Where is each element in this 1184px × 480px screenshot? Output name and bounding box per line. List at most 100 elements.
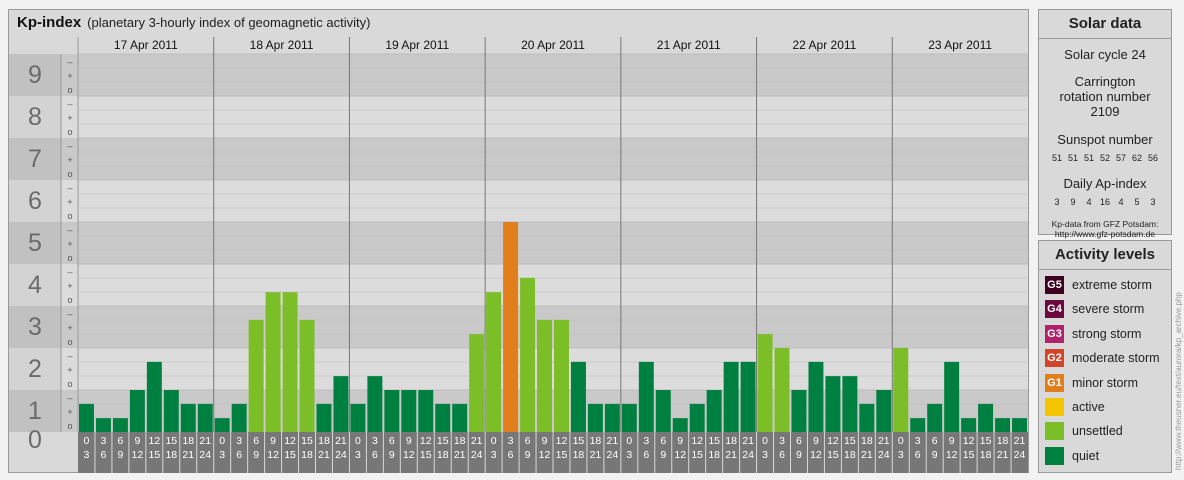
interval-start: 9 [813, 435, 819, 447]
minor-mark: o [67, 211, 72, 221]
interval-start: 21 [471, 435, 483, 447]
y-tick-label: 2 [28, 355, 42, 383]
interval-start: 0 [84, 435, 90, 447]
kp-bar [95, 418, 111, 432]
interval-start: 3 [101, 435, 107, 447]
y-tick-label: 0 [28, 426, 42, 454]
chart-title-bar: Kp-index (planetary 3-hourly index of geo… [9, 10, 1028, 36]
kp-bar [825, 376, 841, 432]
kp-bar [129, 390, 145, 432]
interval-start: 15 [165, 435, 177, 447]
kp-bar [146, 361, 162, 432]
interval-start: 3 [236, 435, 242, 447]
interval-start: 18 [182, 435, 194, 447]
solar-data-panel: Solar data Solar cycle 24 Carrington rot… [1038, 9, 1172, 239]
kp-bar [197, 403, 213, 432]
level-label: unsettled [1072, 424, 1123, 439]
band-0 [9, 390, 1028, 432]
kp-bar [486, 292, 502, 432]
interval-end: 12 [674, 449, 686, 461]
interval-end: 3 [84, 449, 90, 461]
activity-levels-heading: Activity levels [1039, 241, 1171, 270]
kp-bar [537, 319, 552, 432]
source-link[interactable]: http://www.gfz-potsdam.de [1054, 229, 1156, 239]
chart-title: Kp-index [17, 14, 82, 31]
kp-bar [893, 348, 909, 432]
kp-bar [180, 403, 196, 432]
minor-mark: + [67, 239, 72, 249]
interval-start: 15 [980, 435, 992, 447]
level-swatch: G1 [1045, 373, 1064, 392]
interval-start: 6 [117, 435, 123, 447]
day-label: 17 Apr 2011 [114, 38, 178, 52]
interval-end: 12 [946, 449, 958, 461]
interval-start: 12 [691, 435, 703, 447]
interval-end: 18 [708, 449, 720, 461]
kp-chart-panel: Kp-index (planetary 3-hourly index of geo… [8, 9, 1029, 473]
interval-start: 6 [932, 435, 938, 447]
minor-mark: + [67, 197, 72, 207]
day-label: 22 Apr 2011 [793, 38, 857, 52]
interval-end: 24 [1014, 449, 1026, 461]
interval-start: 6 [525, 435, 531, 447]
credit-url: http://www.theusner.eu/text/aurora/kp_ar… [1174, 292, 1183, 470]
minor-mark: o [67, 337, 72, 347]
interval-end: 6 [915, 449, 921, 461]
kp-bar [452, 403, 468, 432]
kp-bar [248, 319, 264, 432]
level-swatch: G2 [1045, 349, 1064, 368]
kp-bar [554, 319, 569, 432]
kp-bar [808, 361, 824, 432]
day-label: 19 Apr 2011 [385, 38, 449, 52]
activity-levels-panel: Activity levels G5 extreme storm G4 severe … [1038, 240, 1172, 473]
chart-subtitle: (planetary 3-hourly index of geomagnetic… [87, 15, 371, 30]
day-label: 21 Apr 2011 [657, 38, 721, 52]
interval-end: 21 [861, 449, 873, 461]
y-tick-label: 4 [28, 271, 42, 299]
minor-mark: – [67, 225, 72, 235]
sunspot-number-3: 51 [1083, 153, 1094, 163]
interval-end: 18 [301, 449, 313, 461]
interval-start: 12 [420, 435, 432, 447]
interval-start: 18 [997, 435, 1009, 447]
ap-index-6: 5 [1134, 197, 1140, 207]
minor-mark: – [67, 267, 72, 277]
interval-end: 21 [182, 449, 194, 461]
interval-start: 15 [708, 435, 720, 447]
level-minor-storm: G1 minor storm [1045, 373, 1138, 392]
minor-mark: o [67, 421, 72, 431]
interval-end: 15 [420, 449, 432, 461]
y-tick-label: 5 [28, 229, 42, 257]
interval-start: 6 [253, 435, 259, 447]
interval-end: 3 [626, 449, 632, 461]
band-5 [9, 180, 1028, 222]
kp-bar [587, 403, 603, 432]
band-3 [9, 264, 1028, 306]
level-swatch [1045, 398, 1064, 416]
kp-bar [757, 334, 773, 432]
interval-end: 9 [660, 449, 666, 461]
level-swatch [1045, 422, 1064, 441]
y-tick-label: 3 [28, 313, 42, 341]
level-label: quiet [1072, 448, 1100, 463]
interval-start: 0 [355, 435, 361, 447]
interval-end: 18 [573, 449, 585, 461]
level-unsettled: unsettled [1045, 422, 1123, 441]
kp-bar [231, 403, 247, 432]
interval-start: 18 [725, 435, 737, 447]
interval-end: 18 [165, 449, 177, 461]
interval-end: 15 [284, 449, 296, 461]
kp-bar [842, 376, 858, 432]
interval-end: 18 [844, 449, 856, 461]
kp-bar [350, 403, 366, 432]
interval-start: 0 [898, 435, 904, 447]
level-label: severe storm [1072, 302, 1145, 317]
interval-start: 6 [796, 435, 802, 447]
kp-bar [367, 376, 383, 432]
kp-bar [163, 390, 179, 432]
interval-end: 18 [437, 449, 449, 461]
kp-bar [299, 319, 315, 432]
level-extreme-storm: G5 extreme storm [1045, 276, 1152, 294]
band-6 [9, 138, 1028, 180]
band-8 [9, 54, 1028, 96]
